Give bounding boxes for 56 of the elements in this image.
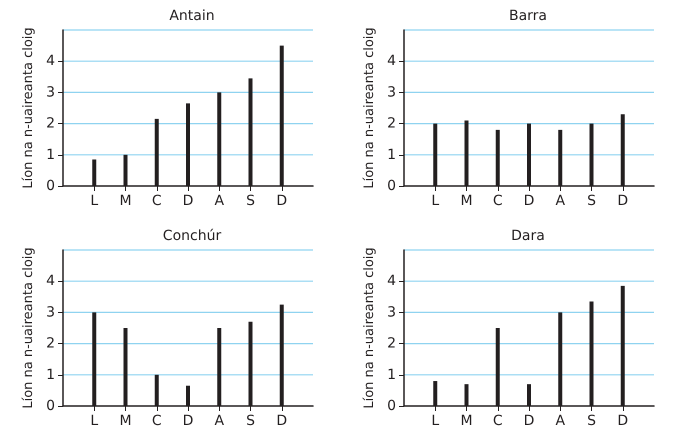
x-tick-label: A bbox=[214, 193, 224, 209]
y-axis-title: Líon na n-uaireanta cloig bbox=[21, 27, 36, 189]
x-tick-label: C bbox=[152, 413, 162, 429]
y-tick-label: 3 bbox=[387, 304, 396, 320]
chart-title: Antain bbox=[169, 8, 215, 24]
y-axis-title: Líon na n-uaireanta cloig bbox=[362, 247, 378, 409]
x-tick-label: D bbox=[182, 193, 194, 209]
x-tick-label: D bbox=[617, 413, 628, 429]
y-tick-label: 1 bbox=[387, 146, 396, 163]
x-tick-label: D bbox=[524, 193, 534, 209]
x-tick-label: A bbox=[555, 413, 566, 429]
x-tick-label: C bbox=[492, 193, 503, 209]
x-tick-label: L bbox=[90, 413, 98, 429]
y-tick-label: 2 bbox=[387, 336, 396, 352]
y-tick-label: 2 bbox=[46, 336, 55, 352]
x-tick-label: S bbox=[587, 193, 596, 209]
x-tick-label: C bbox=[152, 193, 162, 209]
x-tick-label: L bbox=[431, 193, 440, 209]
y-tick-label: 3 bbox=[46, 304, 55, 320]
x-tick-label: M bbox=[119, 413, 132, 429]
x-tick-label: M bbox=[460, 193, 473, 209]
x-tick-label: D bbox=[617, 193, 628, 209]
y-tick-label: 0 bbox=[46, 398, 55, 414]
x-tick-label: C bbox=[492, 413, 503, 429]
x-tick-label: L bbox=[90, 193, 98, 209]
y-axis-title: Líon na n-uaireanta cloig bbox=[362, 27, 378, 189]
x-tick-label: D bbox=[276, 193, 288, 209]
x-tick-label: A bbox=[214, 413, 224, 429]
x-tick-label: A bbox=[555, 193, 566, 209]
x-tick-label: D bbox=[524, 413, 534, 429]
chart-title: Conchúr bbox=[162, 228, 222, 244]
y-axis-title: Líon na n-uaireanta cloig bbox=[21, 247, 36, 409]
y-tick-label: 3 bbox=[387, 84, 396, 100]
x-tick-label: S bbox=[587, 413, 596, 429]
y-tick-label: 3 bbox=[46, 84, 55, 100]
y-tick-label: 4 bbox=[387, 53, 396, 70]
y-tick-label: 4 bbox=[387, 273, 396, 290]
y-tick-label: 0 bbox=[387, 398, 396, 414]
x-tick-label: L bbox=[431, 413, 440, 429]
y-tick-label: 1 bbox=[46, 146, 55, 163]
y-tick-label: 4 bbox=[46, 273, 56, 290]
x-tick-label: M bbox=[460, 413, 473, 429]
y-tick-label: 2 bbox=[387, 116, 396, 132]
y-tick-label: 1 bbox=[46, 366, 55, 383]
y-tick-label: 0 bbox=[46, 178, 55, 194]
chart-title: Dara bbox=[511, 228, 545, 244]
x-tick-label: S bbox=[246, 413, 256, 429]
y-tick-label: 1 bbox=[387, 366, 396, 383]
y-tick-label: 4 bbox=[46, 53, 56, 70]
y-tick-label: 0 bbox=[387, 178, 396, 194]
x-tick-label: S bbox=[246, 193, 256, 209]
y-tick-label: 2 bbox=[46, 116, 55, 132]
x-tick-label: D bbox=[276, 413, 288, 429]
x-tick-label: M bbox=[119, 193, 132, 209]
x-tick-label: D bbox=[182, 413, 194, 429]
chart-title: Barra bbox=[508, 8, 548, 24]
